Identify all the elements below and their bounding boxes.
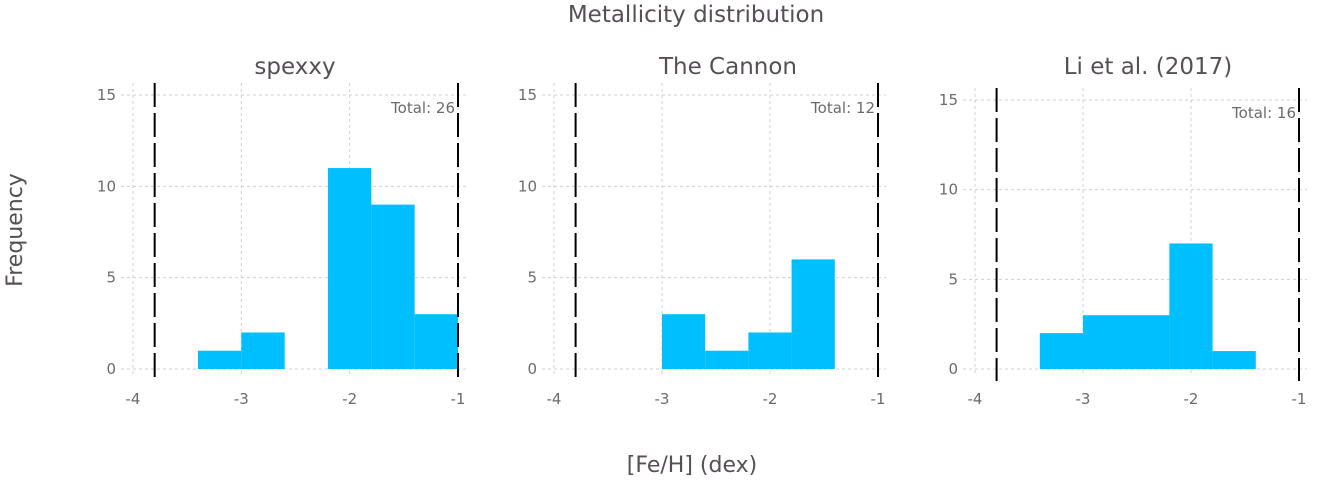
histogram-bar (1083, 315, 1170, 369)
x-axis-label: [Fe/H] (dex) (627, 453, 757, 478)
y-tick-label: 0 (527, 360, 537, 378)
x-tick-label: -1 (451, 390, 466, 408)
histogram-bar (748, 332, 792, 369)
bars (1039, 243, 1256, 369)
panels: -4 -3 -2 -1 0 5 10 15 spexxy Total: 26 -4 -3 -2 -1 0 5 1… (97, 54, 1307, 408)
histogram-bar (705, 350, 749, 369)
x-tick-label: -2 (763, 390, 778, 408)
histogram-bar (414, 314, 458, 369)
bars (198, 168, 458, 369)
x-tick-label: -3 (234, 390, 249, 408)
histogram-bar (328, 168, 372, 369)
y-tick-label: 10 (939, 181, 958, 199)
x-tick-label: -2 (342, 390, 357, 408)
x-tick-label: -4 (126, 390, 141, 408)
x-tick-label: -2 (1184, 390, 1199, 408)
histogram-bar (1212, 351, 1256, 369)
x-tick-label: -3 (1076, 390, 1091, 408)
y-axis-label: Frequency (3, 173, 28, 287)
panel-2: -4 -3 -2 -1 0 5 10 15 The Cannon Total: 12 (518, 54, 886, 408)
histogram-bar (1039, 333, 1083, 369)
x-tick-label: -3 (655, 390, 670, 408)
x-tick-label: -4 (968, 390, 983, 408)
total-annotation: Total: 26 (390, 99, 455, 117)
y-tick-label: 10 (518, 177, 537, 195)
panel-title: Li et al. (2017) (1064, 54, 1233, 80)
histogram-bar (241, 332, 285, 369)
total-annotation: Total: 16 (1231, 104, 1296, 122)
panel-3: -4 -3 -2 -1 0 5 10 15 Li et al. (2017) Total: 16 (939, 54, 1307, 408)
y-tick-label: 0 (106, 360, 116, 378)
total-annotation: Total: 12 (810, 99, 875, 117)
panel-title: The Cannon (658, 54, 797, 80)
x-tick-label: -4 (547, 390, 562, 408)
x-tick-label: -1 (871, 390, 886, 408)
figure-title: Metallicity distribution (568, 2, 824, 28)
panel-1: -4 -3 -2 -1 0 5 10 15 spexxy Total: 26 (97, 54, 466, 408)
y-tick-label: 10 (97, 177, 116, 195)
histogram-bar (1169, 243, 1213, 369)
bars (662, 259, 835, 369)
y-tick-label: 15 (518, 86, 537, 104)
histogram-bar (662, 314, 706, 369)
y-tick-label: 5 (106, 269, 116, 287)
histogram-bar (371, 204, 415, 369)
y-tick-label: 15 (97, 86, 116, 104)
panel-title: spexxy (254, 54, 335, 80)
y-tick-label: 5 (527, 269, 537, 287)
x-tick-label: -1 (1292, 390, 1307, 408)
y-tick-label: 5 (948, 270, 958, 288)
y-tick-label: 15 (939, 91, 958, 109)
histogram-bar (791, 259, 835, 369)
y-tick-label: 0 (948, 360, 958, 378)
histogram-bar (198, 350, 242, 369)
